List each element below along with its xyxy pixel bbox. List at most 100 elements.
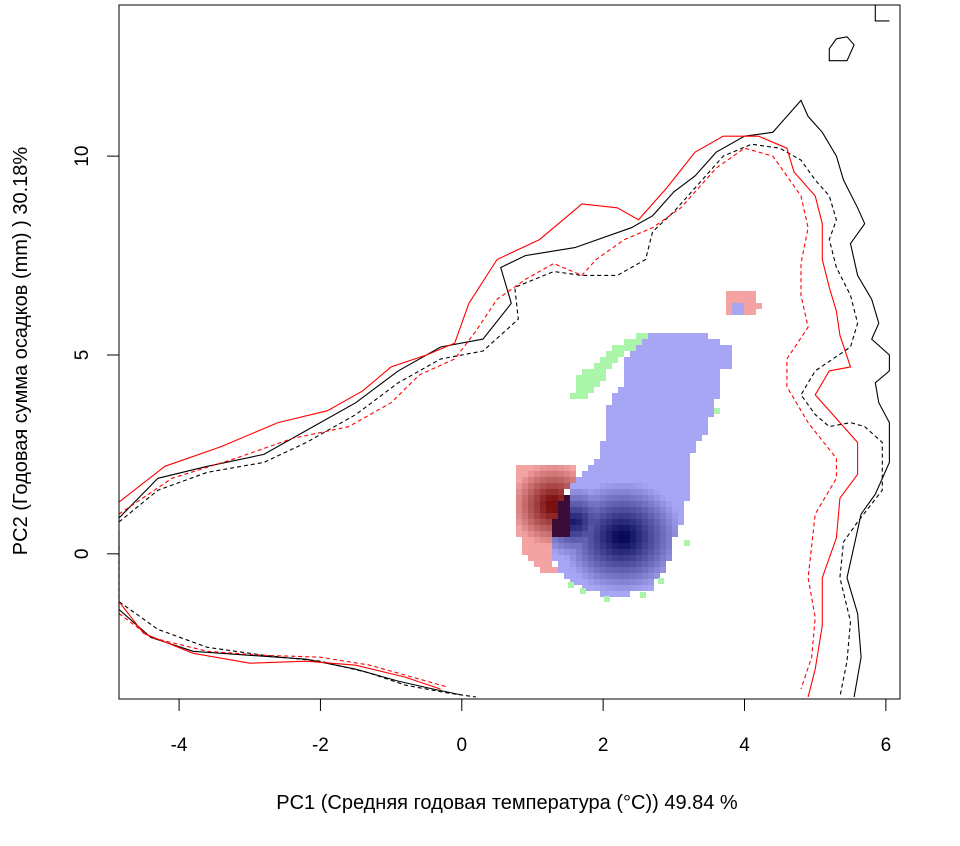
density-cell-green: [630, 339, 636, 345]
density-cell-blue: [636, 537, 642, 543]
density-cell-blue: [702, 333, 708, 339]
density-cell-blue: [624, 393, 630, 399]
density-cell-blue: [594, 555, 600, 561]
density-cell-blue: [588, 567, 594, 573]
density-cell-blue: [648, 477, 654, 483]
density-cell-blue: [660, 339, 666, 345]
density-cell-blue: [672, 489, 678, 495]
density-cell-blue: [708, 381, 714, 387]
density-cell-green: [594, 369, 600, 375]
density-cell-red: [558, 471, 564, 477]
density-cell-blue: [642, 483, 648, 489]
density-cell-blue: [702, 411, 708, 417]
density-cell-blue: [654, 345, 660, 351]
density-cell-blue: [576, 513, 582, 519]
density-cell-blue: [624, 549, 630, 555]
density-cell-blue: [576, 525, 582, 531]
density-cell-red: [738, 297, 744, 303]
density-cell-blue: [618, 489, 624, 495]
density-cell-blue: [648, 537, 654, 543]
density-cell-green: [606, 351, 612, 357]
density-cell-blue: [570, 519, 576, 525]
density-cell-blue: [660, 519, 666, 525]
density-cell-red: [558, 483, 564, 489]
density-cell-blue: [612, 405, 618, 411]
density-cell-blue: [684, 351, 690, 357]
density-cell-blue: [702, 423, 708, 429]
density-cell-blue: [708, 339, 714, 345]
density-cell-blue: [564, 507, 570, 513]
density-cell-green: [606, 357, 612, 363]
density-cell-blue: [672, 399, 678, 405]
density-cell-blue: [606, 471, 612, 477]
density-cell-blue: [648, 339, 654, 345]
density-cell-blue: [612, 453, 618, 459]
density-cell-blue: [672, 435, 678, 441]
density-cell-blue: [666, 411, 672, 417]
density-cell-blue: [630, 405, 636, 411]
density-cell-blue: [672, 381, 678, 387]
density-cell-red: [552, 489, 558, 495]
density-cell-blue: [654, 423, 660, 429]
density-cell-blue: [618, 585, 624, 591]
density-cell-blue: [726, 345, 732, 351]
density-cell-blue: [666, 483, 672, 489]
density-cell-blue: [654, 513, 660, 519]
density-cell-blue: [600, 555, 606, 561]
density-cell-red: [528, 519, 534, 525]
density-cell-green: [580, 588, 586, 594]
density-cell-blue: [666, 381, 672, 387]
density-cell-blue: [600, 531, 606, 537]
density-cell-blue: [588, 525, 594, 531]
density-cell-blue: [654, 507, 660, 513]
density-cell-blue: [642, 477, 648, 483]
density-cell-blue: [690, 357, 696, 363]
density-cell-blue: [600, 471, 606, 477]
density-cell-red: [552, 483, 558, 489]
density-cell-blue: [624, 567, 630, 573]
density-cell-blue: [696, 339, 702, 345]
density-cell-blue: [618, 519, 624, 525]
density-cell-blue: [600, 483, 606, 489]
density-cell-blue: [582, 471, 588, 477]
density-cell-red: [546, 567, 552, 573]
density-cell-blue: [678, 363, 684, 369]
density-cell-blue: [678, 387, 684, 393]
density-cell-blue: [696, 345, 702, 351]
density-cell-blue: [654, 483, 660, 489]
density-cell-blue: [630, 411, 636, 417]
x-tick-label: -2: [312, 735, 329, 756]
density-cell-green: [600, 375, 606, 381]
density-cell-red: [540, 501, 546, 507]
density-cell-blue: [606, 567, 612, 573]
density-cell-blue: [570, 537, 576, 543]
density-cell-blue: [606, 543, 612, 549]
density-cell-blue: [570, 489, 576, 495]
density-cell-blue: [696, 435, 702, 441]
density-cell-blue: [600, 477, 606, 483]
density-cell-blue: [612, 549, 618, 555]
density-cell-blue: [684, 339, 690, 345]
density-cell-blue: [636, 549, 642, 555]
density-cell-blue: [612, 435, 618, 441]
density-cell-blue: [612, 573, 618, 579]
density-cell-blue: [624, 537, 630, 543]
density-cell-blue: [654, 573, 660, 579]
density-cell-blue: [666, 429, 672, 435]
density-cell-blue: [660, 441, 666, 447]
density-cell-blue: [612, 531, 618, 537]
density-cell-blue: [618, 447, 624, 453]
density-cell-green: [582, 381, 588, 387]
density-cell-blue: [624, 375, 630, 381]
density-cell-red: [516, 483, 522, 489]
density-cell-blue: [558, 549, 564, 555]
density-cell-blue: [624, 369, 630, 375]
density-cell-blue: [708, 357, 714, 363]
density-cell-blue: [672, 375, 678, 381]
density-cell-blue: [678, 339, 684, 345]
density-cell-red: [552, 471, 558, 477]
density-cell-red: [546, 525, 552, 531]
density-cell-blue: [606, 417, 612, 423]
density-cell-blue: [666, 531, 672, 537]
density-cell-blue: [708, 387, 714, 393]
